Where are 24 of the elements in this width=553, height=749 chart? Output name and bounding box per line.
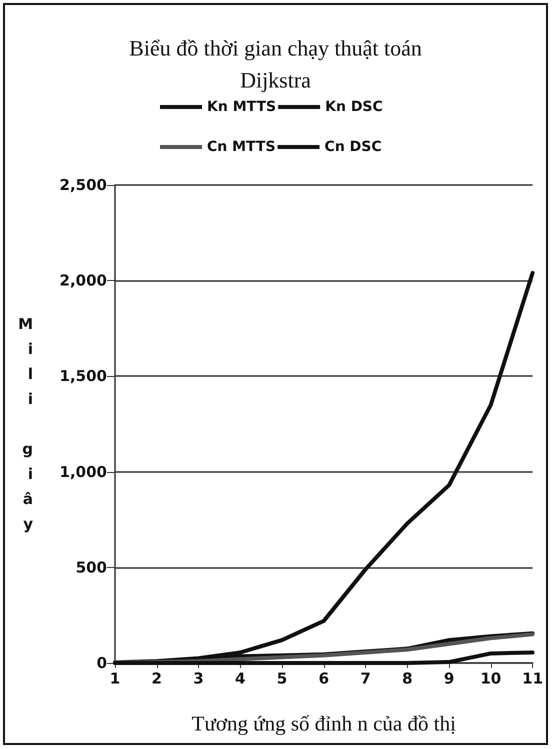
x-axis-title: Tương ứng số đỉnh n của đồ thị (192, 712, 456, 736)
chart-title: Biểu đồ thời gian chạy thuật toán Dijkstra (129, 36, 422, 92)
x-tick-label: 2 (152, 670, 162, 688)
y-tick-label: 2,500 (60, 176, 107, 194)
legend-label: Cn MTTS (207, 139, 276, 155)
legend-label: Kn DSC (325, 99, 383, 115)
legend-label: Cn DSC (324, 139, 382, 155)
x-tick-label: 4 (235, 670, 246, 688)
x-tick-label: 3 (193, 670, 204, 688)
x-tick-label: 6 (318, 670, 329, 688)
y-tick-label: 500 (76, 558, 107, 576)
y-tick-label: 2,000 (60, 272, 107, 290)
x-tick-label: 11 (522, 670, 543, 688)
x-tick-label: 10 (480, 670, 502, 688)
legend-label: Kn MTTS (207, 99, 276, 115)
x-tick-label: 9 (444, 670, 454, 688)
x-tick-label: 8 (402, 670, 413, 688)
x-tick-label: 7 (360, 670, 371, 688)
y-tick-label: 1,500 (60, 367, 107, 386)
y-tick-label: 1,000 (60, 462, 107, 481)
text: Mili giây (18, 315, 33, 533)
x-tick-label: 1 (110, 670, 120, 688)
x-tick-label: 5 (276, 670, 288, 688)
y-tick-label: 0 (96, 654, 107, 672)
